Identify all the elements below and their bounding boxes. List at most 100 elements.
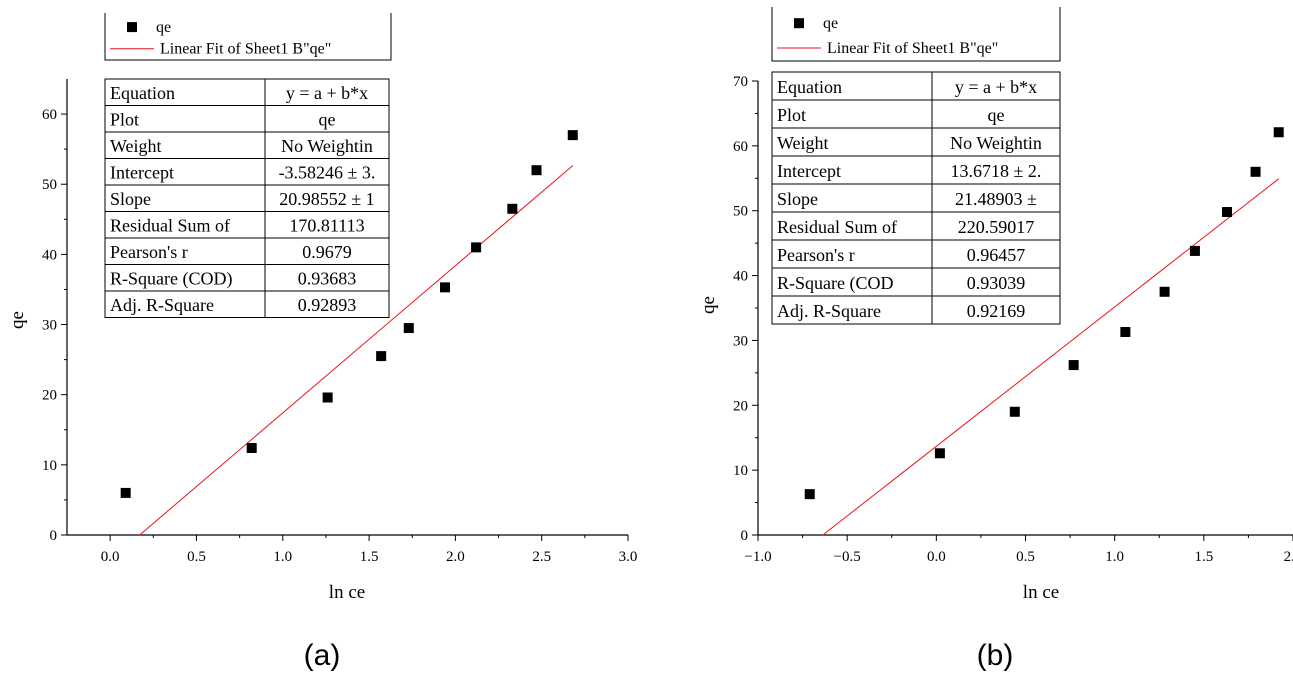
data-point <box>322 392 333 403</box>
data-point <box>1189 245 1200 256</box>
y-tick-label: 50 <box>733 204 748 220</box>
x-axis-title: ln ce <box>1023 582 1059 603</box>
chart-panel-b: −1.0 −0.5 0.0 0.5 1.0 1.5 2.0 0 10 20 30 40 50 60 70 ln… <box>698 7 1293 672</box>
x-tick-label: 2.0 <box>446 549 465 565</box>
stats-table-value: qe <box>988 105 1005 125</box>
stats-table-key: Weight <box>110 136 162 156</box>
x-tick-label: 0.5 <box>187 549 206 565</box>
data-point <box>1273 127 1284 138</box>
y-tick-label: 0 <box>50 528 58 544</box>
panel-label: (a) <box>304 639 341 672</box>
data-point <box>440 282 451 293</box>
stats-table-value: 20.98552 ± 1 <box>279 189 374 209</box>
stats-table-value: 21.48903 ± <box>955 189 1037 209</box>
stats-table-frame <box>104 78 390 318</box>
stats-table-key: Weight <box>777 133 829 153</box>
y-tick-label: 40 <box>42 247 57 263</box>
data-point <box>804 489 815 500</box>
y-tick-label: 10 <box>42 458 57 474</box>
legend-entry-fit: Linear Fit of Sheet1 B"qe" <box>160 41 331 58</box>
x-tick-label: 3.0 <box>619 549 638 565</box>
data-point <box>471 242 482 253</box>
stats-table-key: Residual Sum of <box>110 215 230 235</box>
x-tick-label: −1.0 <box>744 549 771 565</box>
data-point <box>531 165 542 176</box>
data-point <box>1120 326 1131 337</box>
data-point <box>934 448 945 459</box>
stats-table-value: 0.96457 <box>967 245 1026 265</box>
stats-table-value: No Weightin <box>950 133 1042 153</box>
stats-table-value: 0.93039 <box>967 273 1026 293</box>
stats-table-key: Plot <box>777 105 806 125</box>
legend-entry-fit: Linear Fit of Sheet1 B"qe" <box>827 40 998 57</box>
y-tick-label: 30 <box>733 333 748 349</box>
data-point <box>120 487 131 498</box>
x-tick-label: 2.5 <box>532 549 551 565</box>
data-point <box>246 443 257 454</box>
stats-table-value: y = a + b*x <box>955 77 1037 97</box>
data-point <box>507 203 518 214</box>
y-tick-label: 60 <box>733 139 748 155</box>
stats-table-key: Pearson's r <box>777 245 855 265</box>
legend-frame <box>771 7 1061 62</box>
data-point <box>567 130 578 141</box>
stats-table-key: Intercept <box>110 162 174 182</box>
stats-table-value: qe <box>319 109 336 129</box>
x-tick-label: 1.5 <box>1194 549 1213 565</box>
stats-table-key: R-Square (COD <box>777 273 893 294</box>
stats-table-value: 0.93683 <box>298 268 357 288</box>
stats-table-key: Pearson's r <box>110 242 188 262</box>
data-point <box>1068 360 1079 371</box>
stats-table-value: y = a + b*x <box>286 83 368 103</box>
data-point <box>1250 166 1261 177</box>
y-tick-label: 0 <box>741 528 749 544</box>
stats-table-value: 220.59017 <box>958 217 1035 237</box>
panel-label: (b) <box>977 639 1014 672</box>
chart-panel-a: 0.0 0.5 1.0 1.5 2.0 2.5 3.0 0 10 20 30 40 50 60 ln ce q… <box>7 13 637 672</box>
stats-table-value: 13.6718 ± 2. <box>951 161 1042 181</box>
data-point <box>1009 406 1020 417</box>
stats-table-key: Equation <box>110 83 175 103</box>
stats-table-value: 0.92893 <box>298 295 357 315</box>
stats-table-key: R-Square (COD) <box>110 268 232 289</box>
x-tick-label: 1.0 <box>273 549 292 565</box>
stats-table-value: -3.58246 ± 3. <box>279 162 376 182</box>
y-tick-label: 20 <box>42 388 57 404</box>
x-tick-label: 1.0 <box>1105 549 1124 565</box>
x-axis-title: ln ce <box>329 582 365 603</box>
stats-table-key: Residual Sum of <box>777 217 897 237</box>
y-tick-label: 60 <box>42 107 57 123</box>
x-tick-label: 0.5 <box>1016 549 1035 565</box>
stats-table-key: Plot <box>110 109 139 129</box>
x-tick-label: 0.0 <box>927 549 946 565</box>
x-tick-label: 2.0 <box>1284 549 1293 565</box>
stats-table-key: Slope <box>110 189 151 209</box>
stats-table-value: 0.9679 <box>302 242 352 262</box>
stats-table-frame <box>771 71 1061 325</box>
stats-table-key: Equation <box>777 77 842 97</box>
stats-table-value: No Weightin <box>281 136 373 156</box>
stats-table-key: Adj. R-Square <box>110 295 214 315</box>
stats-table-key: Intercept <box>777 161 841 181</box>
y-tick-label: 50 <box>42 177 57 193</box>
legend-entry-qe: qe <box>823 15 838 32</box>
stats-table-value: 0.92169 <box>967 301 1026 321</box>
legend-frame <box>104 13 392 61</box>
legend-entry-qe: qe <box>156 19 171 36</box>
y-tick-label: 10 <box>733 463 748 479</box>
x-tick-label: 1.5 <box>360 549 379 565</box>
y-tick-label: 30 <box>42 318 57 334</box>
y-tick-label: 20 <box>733 398 748 414</box>
x-tick-label: −0.5 <box>834 549 861 565</box>
stats-table-key: Slope <box>777 189 818 209</box>
stats-table-key: Adj. R-Square <box>777 301 881 321</box>
legend-marker-square <box>127 22 137 33</box>
y-axis-title: qe <box>7 311 28 329</box>
linear-fit-line <box>821 178 1280 536</box>
data-point <box>403 323 414 334</box>
stats-table-value: 170.81113 <box>289 215 364 235</box>
data-point <box>1159 286 1170 297</box>
y-tick-label: 70 <box>733 74 748 90</box>
legend-marker-square <box>794 18 804 29</box>
